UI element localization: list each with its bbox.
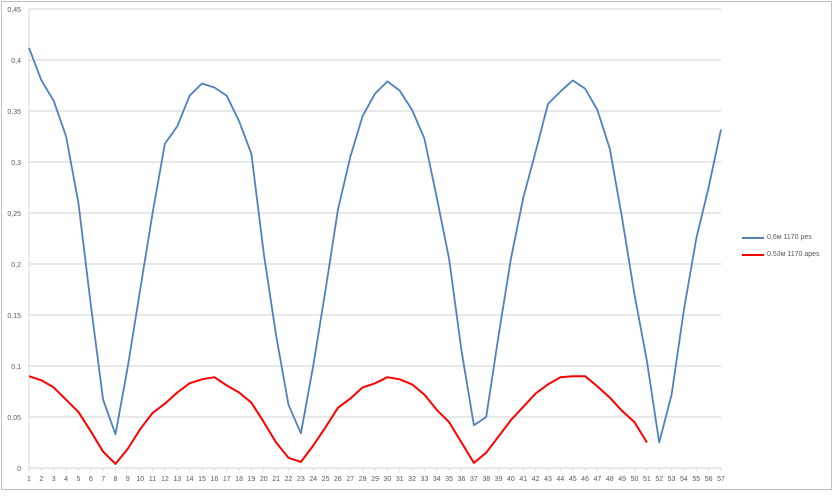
legend-item: 0,6м 1170 pes: [742, 229, 820, 246]
x-tick-label: 22: [285, 476, 293, 483]
legend-item: 0.53м 1170 apes: [742, 246, 820, 263]
x-tick-label: 41: [519, 476, 527, 483]
x-tick-label: 46: [581, 476, 589, 483]
legend-swatch: [742, 236, 764, 239]
x-tick-label: 3: [52, 476, 56, 483]
x-tick-label: 28: [359, 476, 367, 483]
y-tick-label: 0,25: [7, 211, 21, 218]
x-tick-label: 27: [346, 476, 354, 483]
x-tick-label: 26: [334, 476, 342, 483]
series-line-2: [28, 375, 648, 465]
x-tick-label: 42: [532, 476, 540, 483]
x-tick-label: 24: [309, 476, 317, 483]
series-line-1: [28, 47, 722, 444]
y-tick-label: 0,2: [11, 262, 21, 269]
x-tick-label: 16: [210, 476, 218, 483]
x-tick-label: 13: [173, 476, 181, 483]
y-tick-label: 0,1: [11, 364, 21, 371]
x-tick-label: 18: [235, 476, 243, 483]
x-tick-label: 21: [272, 476, 280, 483]
x-tick-label: 8: [114, 476, 118, 483]
x-tick-label: 23: [297, 476, 305, 483]
x-tick-label: 14: [186, 476, 194, 483]
x-tick-label: 19: [248, 476, 256, 483]
x-tick-label: 35: [445, 476, 453, 483]
x-tick-label: 31: [396, 476, 404, 483]
x-tick-label: 25: [322, 476, 330, 483]
legend: 0,6м 1170 pes 0.53м 1170 apes: [742, 229, 820, 263]
x-tick-label: 47: [594, 476, 602, 483]
x-tick-label: 10: [136, 476, 144, 483]
x-tick-label: 36: [458, 476, 466, 483]
x-tick-label: 6: [89, 476, 93, 483]
x-tick-label: 20: [260, 476, 268, 483]
x-tick-label: 39: [495, 476, 503, 483]
x-tick-label: 55: [692, 476, 700, 483]
x-tick-label: 56: [705, 476, 713, 483]
y-tick-label: 0: [17, 466, 21, 473]
y-tick-label: 0,15: [7, 313, 21, 320]
x-tick-label: 50: [631, 476, 639, 483]
x-tick-label: 37: [470, 476, 478, 483]
legend-label: 0,6м 1170 pes: [767, 234, 812, 241]
x-tick-label: 30: [383, 476, 391, 483]
x-tick-label: 34: [433, 476, 441, 483]
x-tick-label: 29: [371, 476, 379, 483]
x-tick-label: 48: [606, 476, 614, 483]
x-tick-label: 45: [569, 476, 577, 483]
y-tick-label: 0,45: [7, 7, 21, 14]
x-tick-label: 12: [161, 476, 169, 483]
y-tick-label: 0,3: [11, 160, 21, 167]
x-tick-label: 40: [507, 476, 515, 483]
y-tick-label: 0,35: [7, 109, 21, 116]
x-tick-label: 1: [27, 476, 31, 483]
x-tick-label: 57: [717, 476, 725, 483]
x-tick-label: 17: [223, 476, 231, 483]
x-tick-label: 52: [655, 476, 663, 483]
x-tick-label: 5: [76, 476, 80, 483]
x-tick-label: 4: [64, 476, 68, 483]
x-tick-label: 9: [126, 476, 130, 483]
x-tick-label: 54: [680, 476, 688, 483]
x-tick-label: 11: [149, 476, 156, 483]
x-tick-label: 33: [421, 476, 429, 483]
x-tick-label: 43: [544, 476, 552, 483]
x-tick-label: 44: [556, 476, 564, 483]
legend-swatch: [742, 253, 764, 256]
x-tick-label: 7: [101, 476, 105, 483]
y-tick-label: 0,05: [7, 415, 21, 422]
x-tick-label: 15: [198, 476, 206, 483]
x-tick-label: 2: [39, 476, 43, 483]
x-tick-label: 49: [618, 476, 626, 483]
y-tick-label: 0,4: [11, 58, 21, 65]
legend-label: 0.53м 1170 apes: [767, 251, 820, 258]
x-tick-label: 32: [408, 476, 416, 483]
x-tick-label: 38: [482, 476, 490, 483]
x-tick-label: 53: [668, 476, 676, 483]
x-tick-label: 51: [643, 476, 651, 483]
